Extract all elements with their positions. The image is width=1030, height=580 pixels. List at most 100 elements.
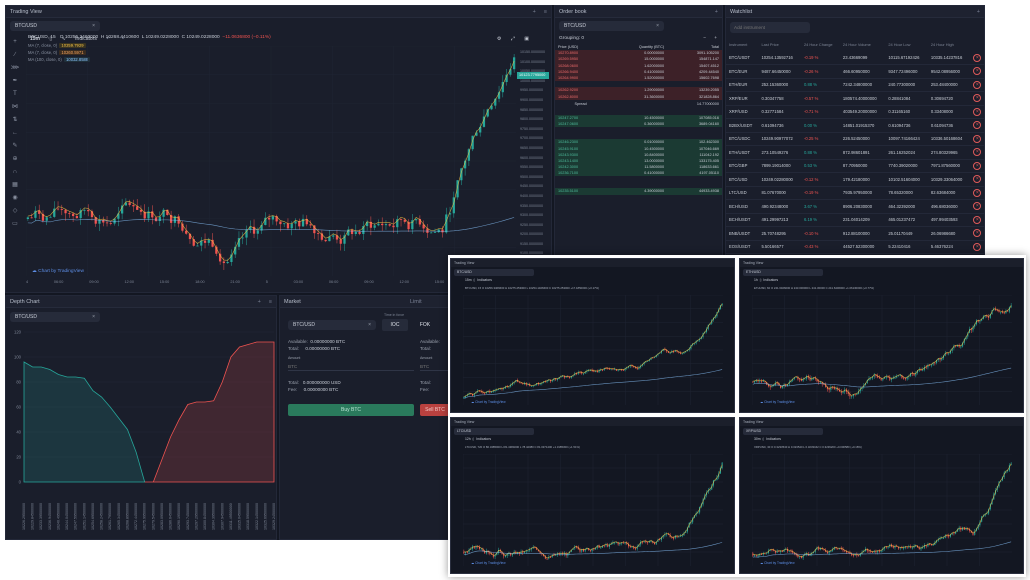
mini-chart-ltc[interactable]: Trading View LTC/USD 12h ▯ Indicators LT… <box>450 417 735 574</box>
indicators-button[interactable]: Indicators <box>75 36 97 42</box>
menu-icon[interactable]: ≡ <box>543 9 547 15</box>
remove-instrument-icon[interactable]: × <box>973 148 982 157</box>
add-tab-icon[interactable]: + <box>976 9 980 15</box>
candlestick-chart[interactable] <box>26 46 516 276</box>
clear-icon[interactable]: × <box>656 23 659 29</box>
tradingview-brand[interactable]: ☁ Chart by TradingView <box>32 269 84 274</box>
remove-instrument-icon[interactable]: × <box>973 53 982 62</box>
ruler-icon[interactable]: ✎ <box>12 143 18 149</box>
ask-row[interactable]: 10269.5950 15.0000000 154871.147 <box>555 56 722 63</box>
watchlist-row[interactable]: EOS/USDT 5.50166577 -0.43 % 44527.52300000 5… <box>726 240 984 254</box>
pattern-icon[interactable]: ⋈ <box>12 104 18 110</box>
remove-instrument-icon[interactable]: × <box>973 202 982 211</box>
amount-input[interactable] <box>288 362 414 371</box>
pitchfork-icon[interactable]: ⋙ <box>10 65 20 71</box>
add-tab-icon[interactable]: + <box>714 9 718 15</box>
symbol-select[interactable]: BTC/USD × <box>559 21 664 31</box>
crosshair-icon[interactable]: + <box>13 39 17 45</box>
redo-icon[interactable]: ↷ <box>119 36 125 42</box>
mini-chart-xrp[interactable]: Trading View XRP/USD 30m ▯ Indicators XR… <box>739 417 1024 574</box>
camera-icon[interactable]: ▣ <box>524 36 529 42</box>
remove-instrument-icon[interactable]: × <box>973 94 982 103</box>
watchlist-row[interactable]: ETH/EUR 252.15360000 0.88 % 7242.34800000 24… <box>726 78 984 92</box>
bid-row[interactable]: 10236.7100 0.41000000 4197.05110 <box>555 170 722 177</box>
watchlist-column-header[interactable]: Instrument <box>729 41 748 47</box>
remove-instrument-icon[interactable]: × <box>973 242 982 251</box>
undo-icon[interactable]: ↶ <box>106 36 111 42</box>
bid-row[interactable]: 10247.0600 0.36000000 3689.04160 <box>555 121 722 128</box>
ioc-button[interactable]: IOC <box>382 319 408 331</box>
indicator-ma-3[interactable]: MA (100, close, 0) 10032.8588 <box>28 57 91 62</box>
add-instrument-input[interactable] <box>730 22 810 33</box>
watchlist-row[interactable]: BTC/GBP 7899.19014000 0.53 % 87.70950000 774… <box>726 159 984 173</box>
add-tab-icon[interactable]: + <box>257 299 261 305</box>
ask-row[interactable]: 10264.9900 1.52000000 15602.7698 <box>555 74 722 82</box>
watchlist-row[interactable]: BCH/USDT 491.29997213 6.19 % 231.04014209 46… <box>726 213 984 227</box>
fullscreen-icon[interactable]: ⤢ <box>510 36 515 42</box>
indicators-icon[interactable]: ∿ <box>61 36 66 42</box>
watchlist-row[interactable]: BNB/USDT 25.70748295 -0.10 % 912.88100000 25… <box>726 226 984 241</box>
watchlist-column-header[interactable]: 24 Hour High <box>930 41 954 47</box>
fok-button[interactable]: FOK <box>419 322 431 328</box>
sell-button[interactable]: Sell BTC <box>420 404 450 416</box>
watchlist-column-header[interactable]: 24 Hour Change <box>803 41 833 47</box>
ask-row[interactable]: 10262.9200 1.29000000 13239.2055 <box>555 87 722 94</box>
depth-chart[interactable]: 120 100 80 60 40 20 0 10226.29500000 10229.84500… <box>6 326 277 538</box>
remove-instrument-icon[interactable]: × <box>973 161 982 170</box>
grouping-label[interactable]: Grouping: 0 <box>559 36 585 41</box>
text-tool-icon[interactable]: T <box>13 91 17 97</box>
clear-icon[interactable]: × <box>92 23 95 29</box>
bid-row[interactable]: 10235.5100 4.39000000 44933.4938 <box>555 188 722 195</box>
tab-limit[interactable]: Limit <box>410 299 422 305</box>
prediction-icon[interactable]: ⇅ <box>12 117 18 123</box>
watchlist-row[interactable]: LTC/USD 81.07670000 -0.19 % 7935.97950000 78… <box>726 186 984 200</box>
watchlist-row[interactable]: BCH/USD 490.92348000 3.67 % 8906.20830000 46… <box>726 199 984 214</box>
bid-row[interactable]: 10245.9100 10.4500000 107046.669 <box>555 145 722 152</box>
watchlist-row[interactable]: XRP/EUR 0.30347758 -0.57 % 180574.40000000 0… <box>726 91 984 106</box>
watchlist-row[interactable]: BTC/USDT 10254.13592716 -0.19 % 23.43669099… <box>726 51 984 65</box>
bid-row[interactable]: 10243.9300 10.8400000 111042.192 <box>555 151 722 158</box>
bid-row[interactable]: 10243.1400 13.0000000 133175.405 <box>555 157 722 164</box>
symbol-select[interactable]: BTC/USD × <box>10 312 100 322</box>
tab-market[interactable]: Market <box>284 299 301 305</box>
watchlist-row[interactable]: BTC/USD 10249.02280000 -0.12 % 179.42180000… <box>726 172 984 187</box>
ask-row[interactable]: 10266.9400 0.41000000 4209.44540 <box>555 68 722 75</box>
magnet-icon[interactable]: ∩ <box>12 169 18 175</box>
bid-row[interactable]: 10247.2700 10.4500000 107085.016 <box>555 114 722 122</box>
indicator-ma-2[interactable]: MA (7, close, 0) 10260.5971 <box>28 50 86 55</box>
symbol-select[interactable]: BTC/USD × <box>10 21 100 31</box>
remove-instrument-icon[interactable]: × <box>973 80 982 89</box>
ask-row[interactable]: 10262.8000 31.3600000 321828.864 <box>555 93 722 100</box>
sell-amount-input[interactable] <box>420 362 450 371</box>
remove-instrument-icon[interactable]: × <box>973 215 982 224</box>
indicator-ma-1[interactable]: MA (7, close, 0) 10259.7929 <box>28 43 86 48</box>
candle-type-icon[interactable]: ▯ <box>49 36 53 42</box>
ask-row[interactable]: 10270.8900 0.00000000 3091.105200 <box>555 50 722 57</box>
ask-row[interactable]: 10268.0600 1.62000000 15407.4512 <box>555 62 722 69</box>
remove-instrument-icon[interactable]: × <box>973 188 982 197</box>
watchlist-row[interactable]: ETH/USDT 273.10549276 0.88 % 872.98601891 26… <box>726 145 984 160</box>
remove-instrument-icon[interactable]: × <box>973 121 982 130</box>
watchlist-row[interactable]: BTC/USDC 10249.90977072 -0.25 % 226.5245000… <box>726 132 984 146</box>
add-tab-icon[interactable]: + <box>532 9 536 15</box>
layers-icon[interactable]: ◇ <box>12 208 18 214</box>
watchlist-row[interactable]: BTC/EUR 9487.66450000 -0.26 % 466.60950000 9… <box>726 64 984 79</box>
trend-line-icon[interactable]: ∕ <box>14 52 16 58</box>
mini-chart-btc[interactable]: Trading View BTC/USD 15m ▯ Indicators BT… <box>450 258 735 413</box>
brush-icon[interactable]: ✒ <box>12 78 18 84</box>
bid-row[interactable]: 10242.3000 11.5800000 118633.661 <box>555 164 722 171</box>
watchlist-row[interactable]: B2BX/USDT 0.61094736 0.00 % 14851.01915370 0… <box>726 118 984 133</box>
interval-button[interactable]: 15m <box>30 36 41 42</box>
watchlist-column-header[interactable]: Last Price <box>761 41 779 47</box>
remove-instrument-icon[interactable]: × <box>973 67 982 76</box>
watchlist-column-header[interactable]: 24 Hour Low <box>888 41 911 47</box>
remove-instrument-icon[interactable]: × <box>973 134 982 143</box>
remove-instrument-icon[interactable]: × <box>973 175 982 184</box>
mini-chart-eth[interactable]: Trading View ETH/USD 1h ▯ Indicators ETH… <box>739 258 1024 413</box>
eye-icon[interactable]: ◉ <box>12 195 18 201</box>
zoom-icon[interactable]: ⊕ <box>12 156 18 162</box>
clear-icon[interactable]: × <box>92 314 95 320</box>
grouping-plus-icon[interactable]: + <box>714 36 717 41</box>
remove-instrument-icon[interactable]: × <box>973 229 982 238</box>
grouping-minus-icon[interactable]: − <box>703 36 706 41</box>
